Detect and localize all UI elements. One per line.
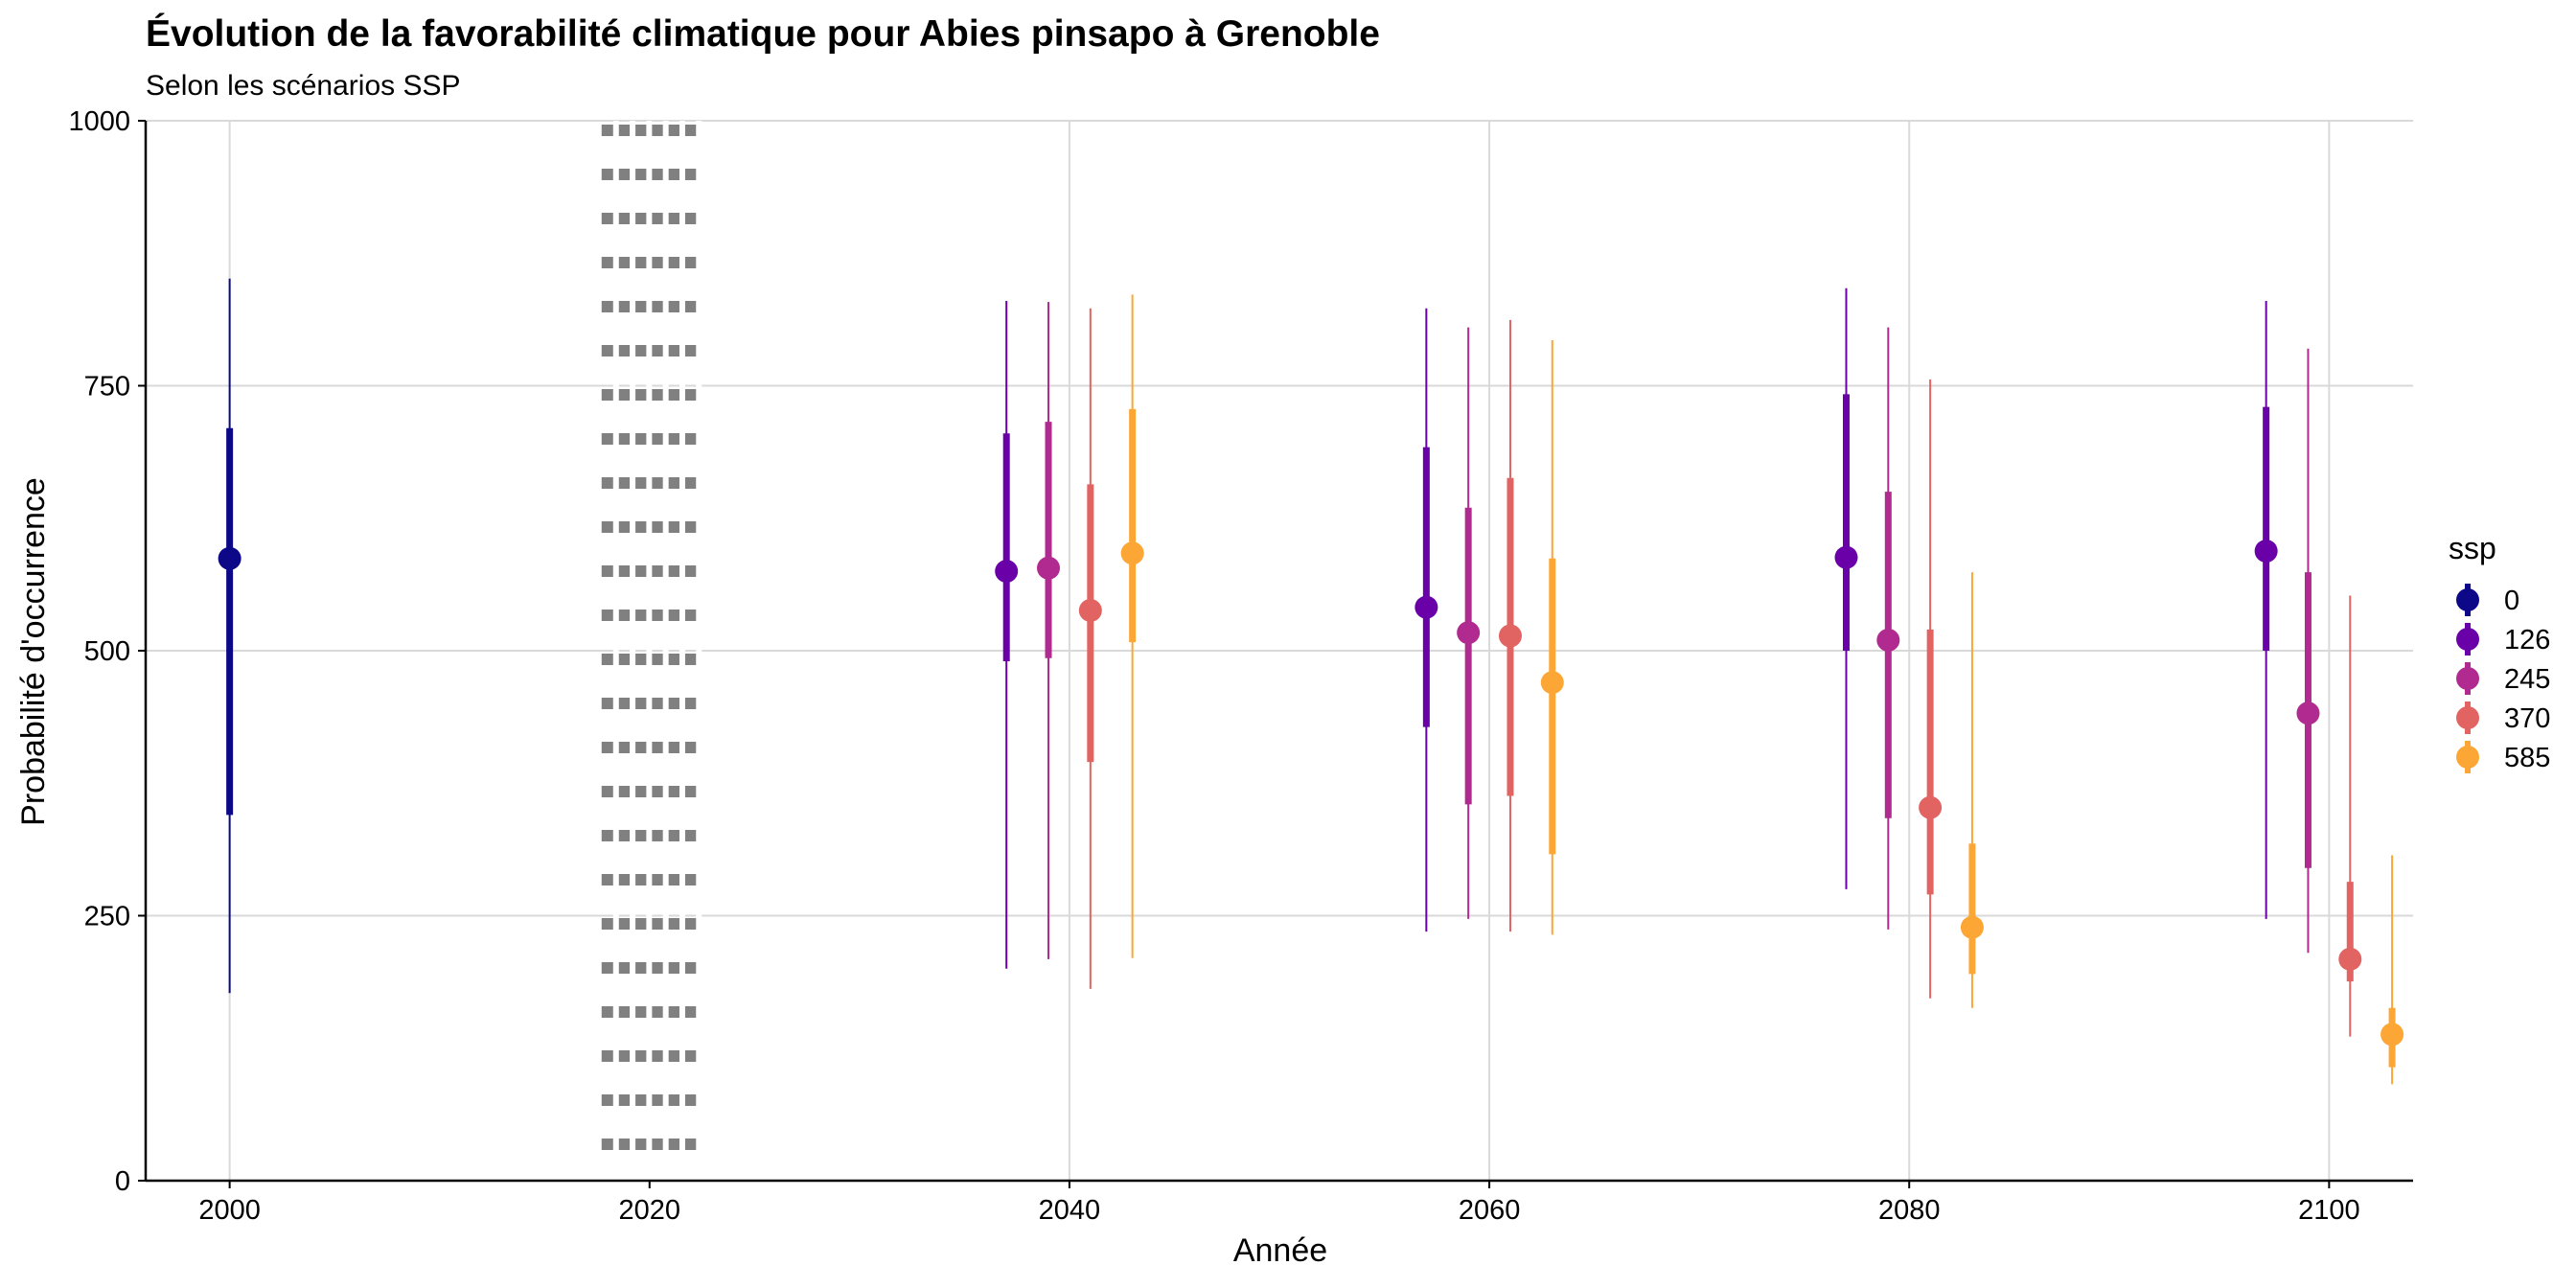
gridlines [146, 120, 2413, 1181]
data-point-group [2380, 855, 2404, 1085]
data-point [1120, 541, 1144, 565]
legend-label: 0 [2504, 586, 2519, 616]
data-point-group [1834, 288, 1858, 889]
x-tick-label: 2080 [1878, 1195, 1941, 1226]
reference-line-gap [678, 121, 685, 1181]
data-point-group [995, 301, 1019, 969]
data-point-group [1540, 339, 1564, 935]
data-point-group [1876, 327, 1900, 930]
data-point-group [2296, 348, 2320, 954]
data-point-group [1498, 319, 1522, 932]
legend-key-point [2456, 667, 2479, 690]
data-point [1540, 671, 1564, 695]
chart-title: Évolution de la favorabilité climatique … [146, 12, 1380, 55]
data-point [218, 546, 242, 570]
y-tick-label: 500 [84, 636, 130, 667]
legend-key-245 [2456, 662, 2479, 695]
data-point [995, 560, 1019, 584]
x-tick-label: 2060 [1459, 1195, 1521, 1226]
reference-line-gap [696, 121, 702, 1181]
legend: ssp 0 126 245 370 585 [2449, 531, 2550, 773]
x-tick-label: 2020 [619, 1195, 681, 1226]
data-point [2254, 540, 2278, 564]
legend-key-585 [2456, 741, 2479, 773]
data-point [1876, 628, 1900, 652]
x-tick-label: 2000 [198, 1195, 261, 1226]
data-point [1414, 595, 1438, 619]
legend-label: 370 [2504, 703, 2550, 734]
data-point-group [1120, 294, 1144, 958]
data-point-group [1457, 327, 1481, 919]
y-axis-title: Probabilité d'occurrence [15, 477, 52, 826]
data-point [1919, 795, 1943, 819]
legend-key-126 [2456, 623, 2479, 656]
data-point [1498, 624, 1522, 648]
y-tick-label: 1000 [68, 106, 130, 137]
legend-label: 126 [2504, 625, 2550, 656]
legend-key-370 [2456, 702, 2479, 734]
data-point-group [1960, 572, 1984, 1008]
data-point-group [1414, 308, 1438, 932]
y-tick-label: 250 [84, 902, 130, 932]
chart-subtitle: Selon les scénarios SSP [146, 70, 461, 102]
x-tick-label: 2100 [2298, 1195, 2360, 1226]
legend-label: 585 [2504, 743, 2550, 773]
axes: 0 250 500 750 1000 2000 2020 2040 2060 2080 2100 [68, 106, 2413, 1226]
legend-key-0 [2456, 584, 2479, 616]
reference-line-gap [646, 121, 653, 1181]
x-tick-label: 2040 [1039, 1195, 1101, 1226]
y-tick-label: 0 [115, 1166, 130, 1197]
legend-key-point [2456, 746, 2479, 769]
data-point-group [1919, 379, 1943, 999]
reference-line-gap [612, 121, 619, 1181]
data-point-group [1078, 308, 1102, 989]
data-marks [218, 278, 2404, 1085]
reference-line-gap [630, 121, 636, 1181]
reference-line-2020 [601, 121, 702, 1181]
legend-label: 245 [2504, 664, 2550, 695]
reference-line-gap [662, 121, 669, 1181]
legend-key-point [2456, 706, 2479, 729]
data-point [1078, 598, 1102, 622]
data-point [2380, 1023, 2404, 1046]
data-point-group [1037, 302, 1061, 959]
data-point-group [218, 278, 242, 994]
x-axis-title: Année [1233, 1232, 1327, 1269]
legend-title: ssp [2449, 531, 2496, 565]
data-point [2338, 947, 2362, 971]
data-point [2296, 702, 2320, 725]
data-point-group [2254, 301, 2278, 919]
data-point [1960, 915, 1984, 939]
legend-key-point [2456, 588, 2479, 611]
data-point [1834, 545, 1858, 569]
data-point-group [2338, 595, 2362, 1037]
y-tick-label: 750 [84, 372, 130, 402]
data-point [1037, 556, 1061, 580]
data-point [1457, 621, 1481, 645]
legend-key-point [2456, 628, 2479, 651]
